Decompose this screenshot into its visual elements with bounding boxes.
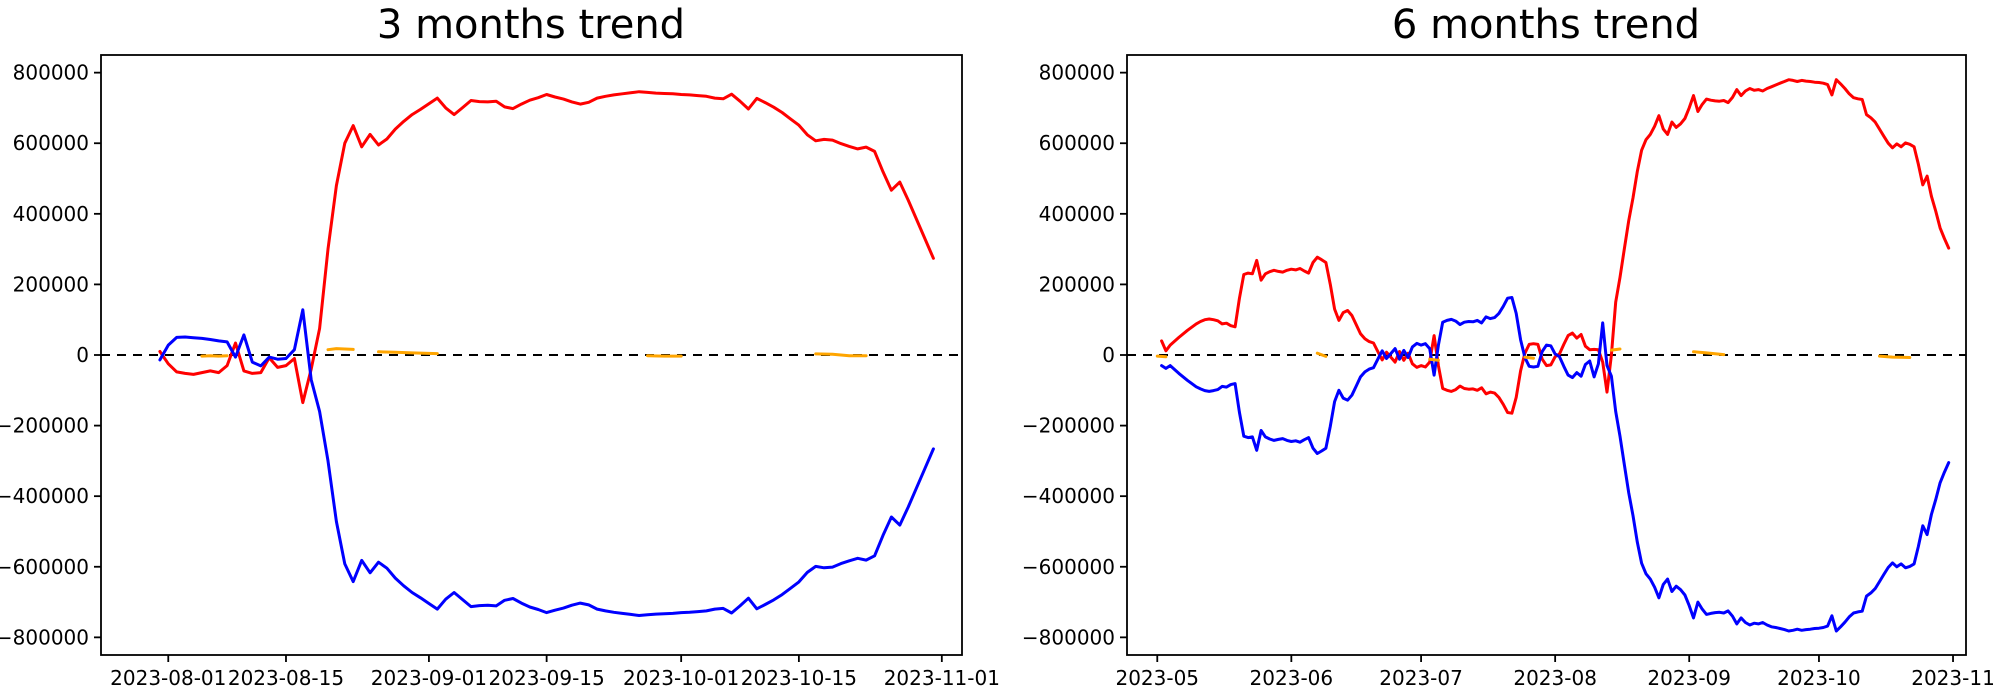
x-tick-label: 2023-09-15 xyxy=(489,666,605,690)
x-tick-label: 2023-08-01 xyxy=(110,666,226,690)
y-tick-label: 800000 xyxy=(13,61,89,85)
chart-title-3-months: 3 months trend xyxy=(377,2,685,48)
y-tick-label: −400000 xyxy=(0,484,89,508)
y-tick-label: −200000 xyxy=(0,414,89,438)
y-tick-label: −600000 xyxy=(0,555,89,579)
y-tick-label: 0 xyxy=(1102,343,1115,367)
chart-3-months-trend: 3 months trend 800000 600000 400000 200000 0… xyxy=(0,2,1000,690)
series-line-neutral-trend xyxy=(1523,355,1535,360)
x-tick-label: 2023-08 xyxy=(1513,666,1597,690)
series-line-positive-trend xyxy=(1160,78,1951,415)
chart-title-6-months: 6 months trend xyxy=(1392,2,1700,48)
x-tick-label: 2023-09 xyxy=(1647,666,1731,690)
y-tick-label: 600000 xyxy=(1039,131,1115,155)
y-tick-label: 200000 xyxy=(1039,272,1115,296)
series-line-positive-trend xyxy=(158,90,935,405)
y-tick-label: 0 xyxy=(76,343,89,367)
chart-6-months-trend: 6 months trend 800000 600000 400000 200000 0… xyxy=(1022,2,1995,690)
series-line-neutral-trend xyxy=(1315,351,1328,358)
y-tick-label: 200000 xyxy=(13,272,89,296)
y-tick-label: 800000 xyxy=(1039,61,1115,85)
x-tick-label: 2023-11 xyxy=(1911,666,1995,690)
y-tick-label: −800000 xyxy=(1022,625,1115,649)
series-line-neutral-trend xyxy=(377,350,439,356)
x-tick-label: 2023-10 xyxy=(1777,666,1861,690)
y-tick-label: −800000 xyxy=(0,625,89,649)
series-line-neutral-trend xyxy=(1428,357,1440,362)
y-tick-label: −600000 xyxy=(1022,555,1115,579)
series-line-neutral-trend xyxy=(1609,347,1622,352)
series-line-neutral-trend xyxy=(814,352,868,358)
x-tick-label: 2023-08-15 xyxy=(228,666,344,690)
series-line-neutral-trend xyxy=(326,347,355,352)
x-tick-label: 2023-10-01 xyxy=(623,666,739,690)
series-line-negative-trend xyxy=(1160,296,1951,633)
series-line-neutral-trend xyxy=(1692,350,1726,357)
y-tick-label: −200000 xyxy=(1022,414,1115,438)
x-tick-label: 2023-11-01 xyxy=(884,666,1000,690)
series-line-neutral-trend xyxy=(1878,354,1912,359)
y-tick-label: 400000 xyxy=(13,202,89,226)
x-tick-label: 2023-09-01 xyxy=(371,666,487,690)
x-tick-label: 2023-07 xyxy=(1379,666,1463,690)
x-tick-label: 2023-10-15 xyxy=(741,666,857,690)
y-tick-label: −400000 xyxy=(1022,484,1115,508)
series-line-negative-trend xyxy=(158,308,935,617)
y-tick-label: 400000 xyxy=(1039,202,1115,226)
x-tick-label: 2023-05 xyxy=(1115,666,1199,690)
y-tick-label: 600000 xyxy=(13,131,89,155)
series-line-neutral-trend xyxy=(1155,354,1168,359)
x-tick-label: 2023-06 xyxy=(1250,666,1334,690)
